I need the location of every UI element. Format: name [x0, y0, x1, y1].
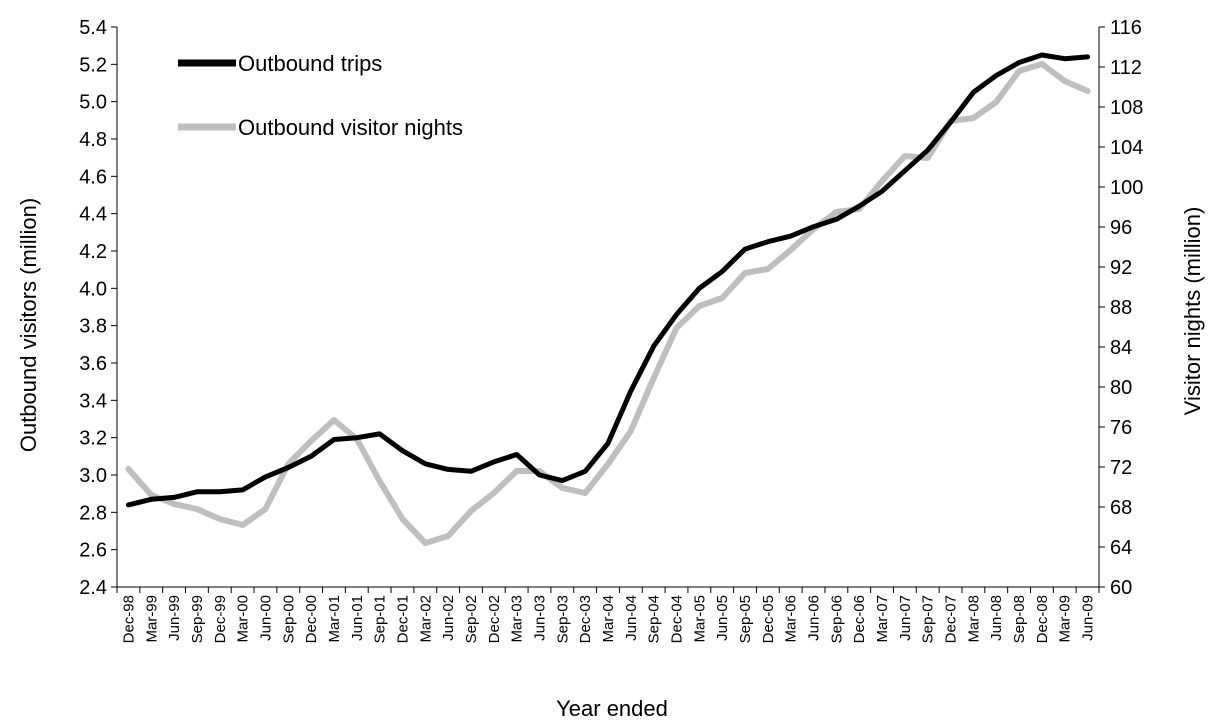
x-tick-label: Jun-05 [714, 595, 731, 641]
x-tick-label: Jun-06 [806, 595, 823, 641]
legend: Outbound trips Outbound visitor nights [178, 51, 463, 140]
x-axis-title: Year ended [556, 696, 668, 721]
left-tick-label: 5.0 [79, 92, 107, 114]
x-tick-label: Mar-09 [1057, 595, 1074, 643]
x-tick-label: Dec-01 [394, 595, 411, 643]
right-tick-label: 60 [1110, 577, 1132, 599]
left-tick-label: 3.6 [79, 353, 107, 375]
left-tick-label: 5.2 [79, 54, 107, 76]
left-tick-label: 3.4 [79, 390, 107, 412]
x-tick-label: Sep-08 [1011, 595, 1028, 643]
series-line-outbound-visitor-nights [125, 61, 1091, 546]
left-tick-label: 3.2 [79, 428, 107, 450]
x-tick-label: Dec-05 [760, 595, 777, 643]
x-tick-label: Mar-01 [326, 595, 343, 643]
right-tick-label: 108 [1110, 97, 1143, 119]
x-tick-label: Mar-06 [783, 595, 800, 643]
x-tick-label: Jun-04 [623, 595, 640, 641]
x-tick-label: Jun-03 [531, 595, 548, 641]
right-tick-label: 104 [1110, 137, 1143, 159]
x-tick-label: Dec-00 [303, 595, 320, 643]
x-tick-label: Sep-03 [554, 595, 571, 643]
left-tick-label: 5.4 [79, 17, 107, 39]
legend-label-outbound-trips: Outbound trips [238, 51, 382, 76]
left-axis-ticks: 2.4 2.6 2.8 3.0 3.2 3.4 3.6 3.8 4.0 4.2 4.4 4.6 4.8 5… [79, 17, 117, 599]
x-tick-label: Mar-00 [235, 595, 252, 643]
x-tick-label: Jun-08 [988, 595, 1005, 641]
left-tick-label: 4.4 [79, 204, 107, 226]
left-tick-label: 4.2 [79, 241, 107, 263]
right-tick-label: 80 [1110, 377, 1132, 399]
left-tick-label: 2.8 [79, 502, 107, 524]
x-tick-label: Mar-07 [874, 595, 891, 643]
right-tick-label: 84 [1110, 337, 1132, 359]
x-tick-label: Dec-07 [943, 595, 960, 643]
x-tick-label: Dec-04 [669, 595, 686, 643]
x-tick-label: Jun-01 [349, 595, 366, 641]
right-tick-label: 64 [1110, 537, 1132, 559]
right-tick-label: 112 [1110, 57, 1142, 79]
x-tick-label: Mar-05 [691, 595, 708, 643]
x-tick-label: Dec-02 [486, 595, 503, 643]
right-axis-ticks: 60 64 68 72 76 80 84 88 92 96 100 104 108 112 116 [1099, 17, 1143, 599]
x-tick-label: Sep-99 [189, 595, 206, 643]
x-tick-label: Mar-03 [509, 595, 526, 643]
x-tick-label: Mar-08 [965, 595, 982, 643]
right-tick-label: 92 [1110, 257, 1132, 279]
x-tick-label: Sep-00 [280, 595, 297, 643]
x-tick-label: Dec-03 [577, 595, 594, 643]
x-tick-label: Jun-02 [440, 595, 457, 641]
left-tick-label: 4.6 [79, 166, 107, 188]
right-tick-label: 88 [1110, 297, 1132, 319]
x-tick-label: Mar-99 [143, 595, 160, 643]
x-tick-label: Sep-05 [737, 595, 754, 643]
legend-label-outbound-visitor-nights: Outbound visitor nights [238, 115, 463, 140]
y-axis-title-right: Visitor nights (million) [1180, 207, 1205, 416]
x-tick-label: Mar-02 [417, 595, 434, 643]
x-tick-label: Dec-98 [120, 595, 137, 643]
left-tick-label: 3.0 [79, 465, 107, 487]
left-tick-label: 4.0 [79, 278, 107, 300]
right-tick-label: 76 [1110, 417, 1132, 439]
x-tick-label: Jun-99 [166, 595, 183, 641]
left-tick-label: 4.8 [79, 129, 107, 151]
x-tick-label: Sep-01 [372, 595, 389, 643]
y-axis-title-left: Outbound visitors (million) [16, 198, 41, 452]
x-tick-label: Jun-07 [897, 595, 914, 641]
x-tick-label: Dec-99 [212, 595, 229, 643]
x-tick-label: Sep-02 [463, 595, 480, 643]
x-tick-label: Dec-06 [851, 595, 868, 643]
right-tick-label: 68 [1110, 497, 1132, 519]
left-tick-label: 2.4 [79, 577, 107, 599]
x-tick-label: Jun-00 [257, 595, 274, 641]
right-tick-label: 96 [1110, 217, 1132, 239]
x-tick-label: Mar-04 [600, 595, 617, 643]
right-tick-label: 116 [1110, 17, 1142, 39]
x-tick-label: Dec-08 [1034, 595, 1051, 643]
x-tick-label: Sep-04 [646, 595, 663, 643]
series-layer [125, 52, 1091, 546]
series-line-outbound-trips [125, 52, 1091, 508]
right-tick-label: 72 [1110, 457, 1132, 479]
left-tick-label: 3.8 [79, 316, 107, 338]
x-tick-label: Jun-09 [1080, 595, 1097, 641]
x-tick-label: Sep-07 [920, 595, 937, 643]
right-tick-label: 100 [1110, 177, 1143, 199]
left-tick-label: 2.6 [79, 540, 107, 562]
x-tick-label: Sep-06 [828, 595, 845, 643]
x-axis-ticks: Dec-98 Mar-99 Jun-99 Sep-99 Dec-99 Mar-00 Jun-… [116, 587, 1100, 643]
